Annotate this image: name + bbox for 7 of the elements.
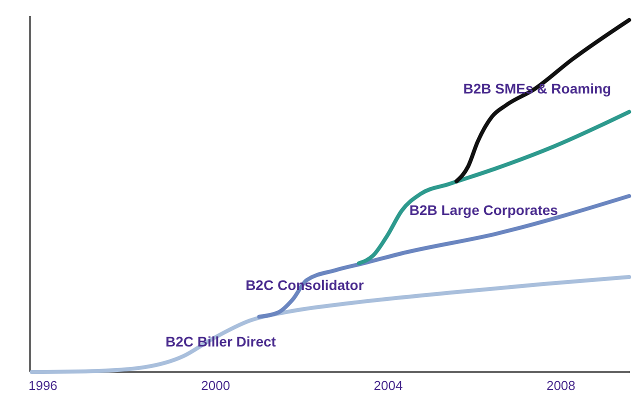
x-tick-label: 1996 (28, 378, 58, 393)
series-label: B2C Biller Direct (165, 333, 276, 350)
x-tick-label: 2004 (374, 378, 403, 393)
series-label: B2B Large Corporates (409, 202, 558, 218)
x-tick-label: 2008 (546, 378, 576, 393)
x-tick-label: 2000 (201, 378, 230, 393)
series-label: B2B SMEs & Roaming (463, 80, 612, 96)
